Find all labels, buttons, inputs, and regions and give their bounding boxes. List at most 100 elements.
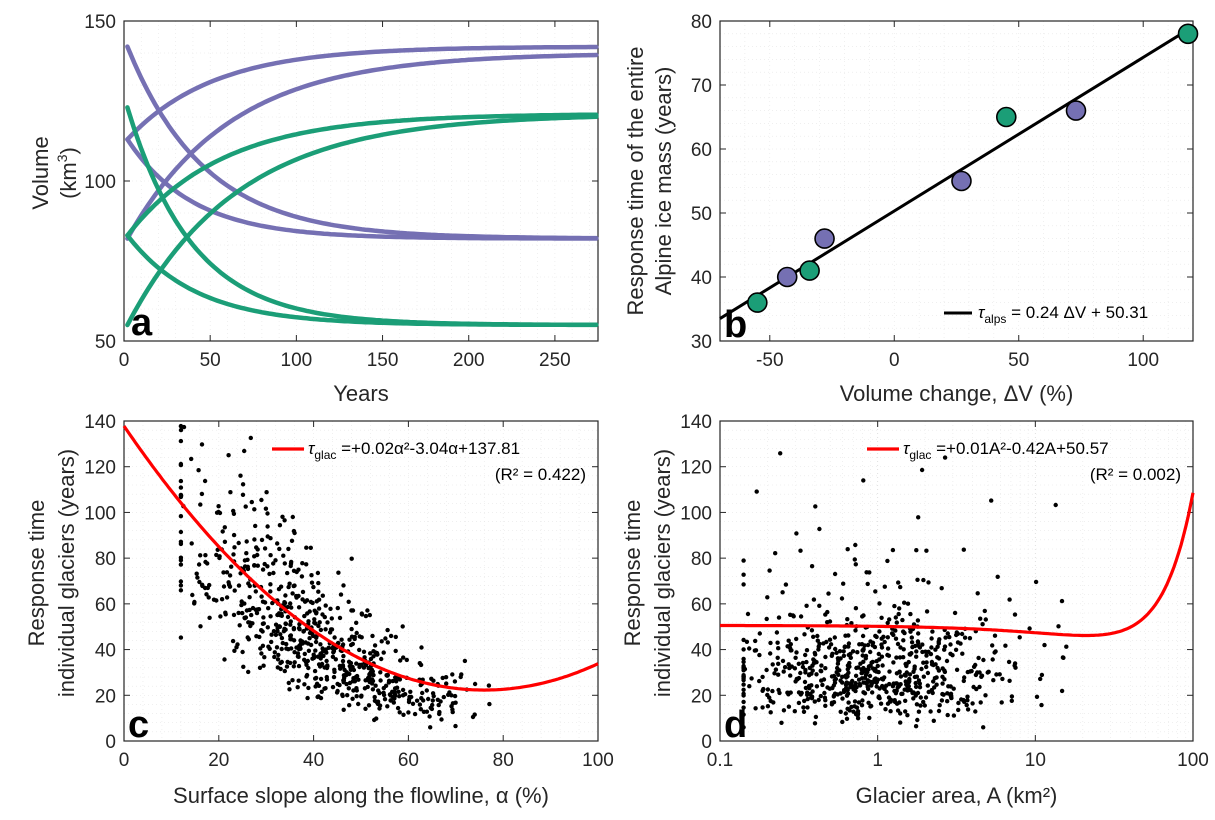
- scatter-point: [924, 653, 928, 657]
- scatter-point: [292, 529, 296, 533]
- scatter-point: [347, 703, 351, 707]
- scatter-point: [198, 553, 202, 557]
- scatter-point: [845, 717, 849, 721]
- scatter-point: [830, 701, 834, 705]
- scatter-point: [797, 701, 801, 705]
- scatter-point: [408, 690, 412, 694]
- scatter-point: [425, 688, 429, 692]
- y-tick-label: 60: [691, 140, 712, 161]
- scatter-point: [955, 668, 959, 672]
- scatter-point: [793, 656, 797, 660]
- scatter-point: [903, 709, 907, 713]
- scatter-point: [1007, 660, 1011, 664]
- scatter-point: [822, 691, 826, 695]
- scatter-point: [379, 657, 383, 661]
- scatter-point: [915, 718, 919, 722]
- scatter-point: [925, 609, 929, 613]
- scatter-point: [355, 631, 359, 635]
- scatter-point: [886, 646, 890, 650]
- scatter-point: [357, 648, 361, 652]
- scatter-point: [976, 656, 980, 660]
- scatter-point: [316, 581, 320, 585]
- scatter-point: [278, 632, 282, 636]
- y-label-line: Response time: [620, 500, 645, 647]
- scatter-point: [221, 529, 225, 533]
- scatter-point: [341, 659, 345, 663]
- scatter-point: [266, 625, 270, 629]
- scatter-point: [316, 624, 320, 628]
- scatter-point: [961, 698, 965, 702]
- scatter-point: [799, 614, 803, 618]
- scatter-point: [267, 572, 271, 576]
- scatter-point: [200, 442, 204, 446]
- y-tick-label: 40: [691, 641, 712, 662]
- scatter-point: [309, 643, 313, 647]
- scatter-point: [306, 686, 310, 690]
- scatter-point: [421, 698, 425, 702]
- scatter-point: [774, 667, 778, 671]
- scatter-point: [357, 665, 361, 669]
- scatter-point: [341, 642, 345, 646]
- scatter-point: [1060, 599, 1064, 603]
- scatter-point: [817, 698, 821, 702]
- scatter-point: [863, 643, 867, 647]
- scatter-point: [775, 641, 779, 645]
- scatter-point: [931, 691, 935, 695]
- y-tick-label: 120: [84, 458, 116, 479]
- scatter-point: [749, 676, 753, 680]
- scatter-point: [203, 553, 207, 557]
- scatter-point: [974, 673, 978, 677]
- scatter-point: [316, 571, 320, 575]
- scatter-point: [329, 627, 333, 631]
- scatter-point: [1000, 700, 1004, 704]
- scatter-point: [793, 709, 797, 713]
- scatter-points: [741, 451, 1068, 729]
- scatter-point: [894, 615, 898, 619]
- scatter-point: [283, 561, 287, 565]
- scatter-point: [753, 639, 757, 643]
- scatter-point: [196, 468, 200, 472]
- scatter-point: [980, 622, 984, 626]
- scatter-point: [252, 554, 256, 558]
- scatter-point: [356, 702, 360, 706]
- scatter-point: [903, 699, 907, 703]
- x-tick-label: 10: [1025, 750, 1046, 771]
- scatter-point: [969, 669, 973, 673]
- scatter-point: [804, 604, 808, 608]
- scatter-point: [943, 670, 947, 674]
- y-label-line: Alpine ice mass (years): [651, 67, 676, 296]
- scatter-point: [250, 500, 254, 504]
- scatter-point: [218, 614, 222, 618]
- scatter-point: [962, 548, 966, 552]
- data-point-5: [952, 172, 971, 191]
- scatter-point: [896, 685, 900, 689]
- scatter-point: [295, 570, 299, 574]
- scatter-point: [830, 674, 834, 678]
- panel-b-response-time-vs-volume-change: -50050100304050607080τalps = 0.24 ΔV + 5…: [623, 12, 1198, 406]
- scatter-point: [334, 657, 338, 661]
- scatter-point: [891, 660, 895, 664]
- scatter-point: [840, 720, 844, 724]
- scatter-point: [325, 620, 329, 624]
- scatter-point: [263, 546, 267, 550]
- scatter-point: [833, 647, 837, 651]
- scatter-point: [245, 608, 249, 612]
- scatter-point: [321, 594, 325, 598]
- scatter-point: [976, 591, 980, 595]
- scatter-point: [922, 675, 926, 679]
- scatter-point: [766, 704, 770, 708]
- y-tick-label: 50: [95, 332, 116, 353]
- scatter-point: [871, 641, 875, 645]
- scatter-point: [307, 636, 311, 640]
- scatter-point: [207, 583, 211, 587]
- scatter-point: [895, 620, 899, 624]
- scatter-point: [847, 664, 851, 668]
- scatter-point: [886, 702, 890, 706]
- scatter-point: [879, 616, 883, 620]
- scatter-point: [991, 678, 995, 682]
- scatter-point: [741, 573, 745, 577]
- scatter-point: [398, 710, 402, 714]
- scatter-point: [308, 609, 312, 613]
- scatter-point: [316, 590, 320, 594]
- scatter-point: [305, 673, 309, 677]
